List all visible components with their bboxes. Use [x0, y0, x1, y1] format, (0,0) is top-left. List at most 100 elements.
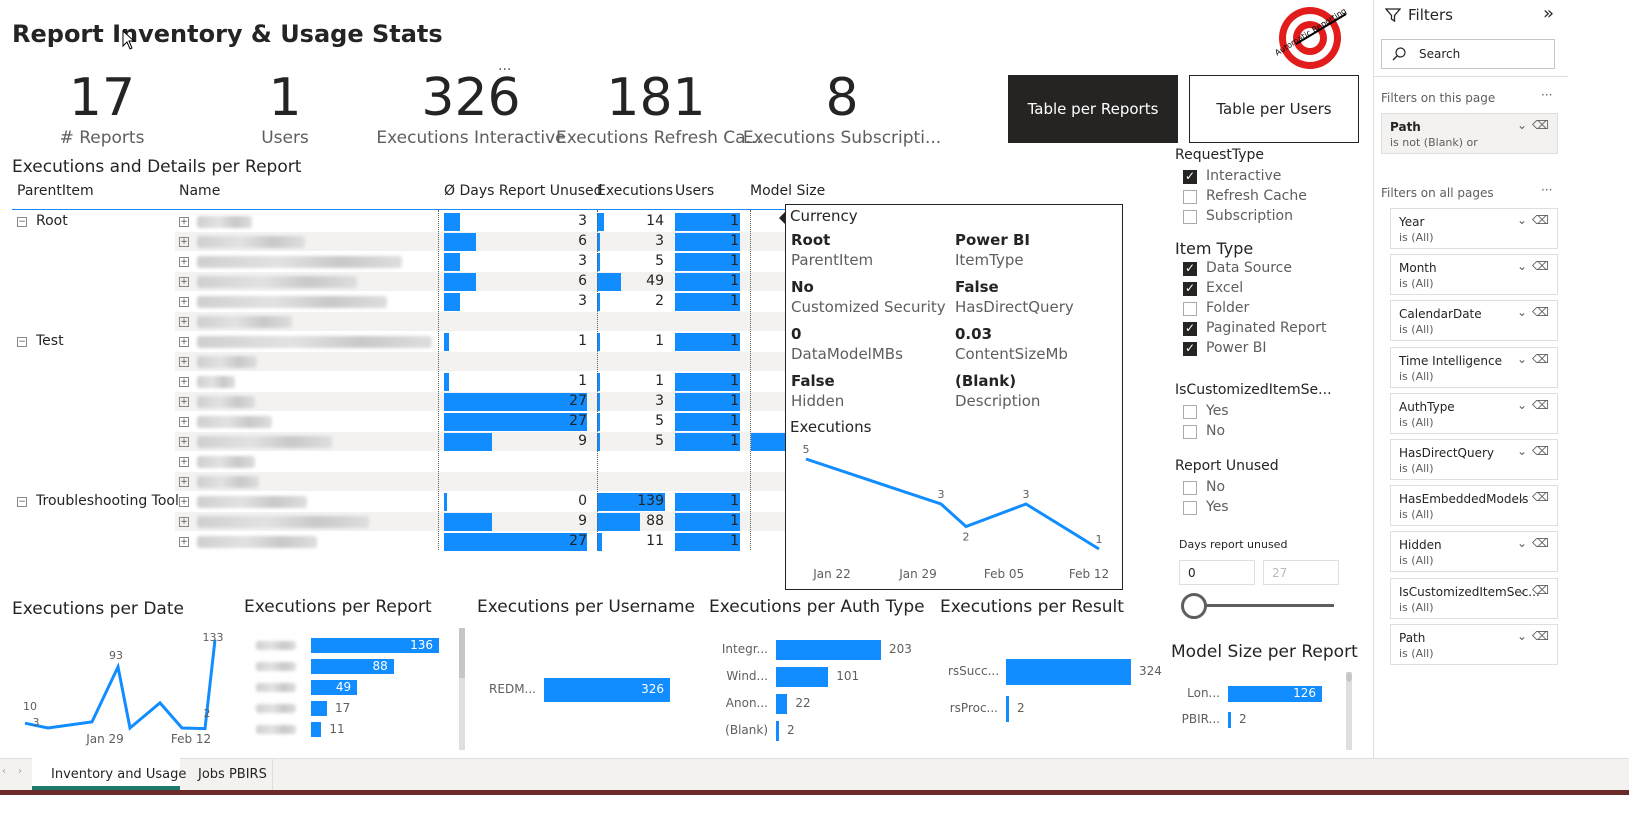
page-filter-card[interactable]: Path is not (Blank) or ⌄ ⌫ [1381, 113, 1558, 154]
tab-inventory[interactable] [32, 758, 180, 790]
checkbox[interactable] [1183, 210, 1197, 224]
tab-scroll-left-icon[interactable]: ‹ [2, 766, 6, 777]
days-min-input[interactable]: 0 [1179, 560, 1255, 585]
filter-card[interactable]: Hidden is (All) ⌄ ⌫ [1390, 531, 1558, 573]
slider-track[interactable] [1190, 604, 1334, 607]
col-users[interactable]: Users [675, 183, 715, 199]
filter-card[interactable]: HasDirectQuery is (All) ⌄ ⌫ [1390, 439, 1558, 480]
filter-card[interactable]: Month is (All) ⌄ ⌫ [1390, 254, 1558, 296]
table-per-reports-button[interactable]: Table per Reports [1008, 75, 1178, 143]
expand-icon[interactable]: + [179, 237, 189, 247]
chevron-down-icon[interactable]: ⌄ [1516, 490, 1527, 505]
eraser-icon[interactable]: ⌫ [1532, 118, 1549, 132]
report-chart-scrollbar[interactable] [459, 628, 465, 750]
days-max-input[interactable]: 27 [1263, 560, 1339, 585]
col-exec[interactable]: Executions [597, 183, 673, 199]
filter-card[interactable]: HasEmbeddedModels is (All) ⌄ ⌫ [1390, 485, 1558, 527]
model-chart-scrollbar[interactable] [1346, 672, 1352, 750]
expand-icon[interactable]: + [179, 377, 189, 387]
expand-icon[interactable]: + [179, 217, 189, 227]
eraser-icon[interactable]: ⌫ [1532, 397, 1549, 412]
all-filters-more-icon[interactable]: ··· [1541, 183, 1553, 197]
chevron-down-icon[interactable]: ⌄ [1516, 582, 1527, 597]
eraser-icon[interactable]: ⌫ [1532, 213, 1549, 227]
chevron-down-icon[interactable]: ⌄ [1516, 628, 1527, 643]
col-name[interactable]: Name [179, 183, 221, 199]
filter-card[interactable]: CalendarDate is (All) ⌄ ⌫ [1390, 300, 1558, 342]
filter-search-box[interactable]: Search [1381, 39, 1555, 69]
expand-icon[interactable]: + [179, 437, 189, 447]
date-data-label: 2 [204, 707, 211, 720]
checkbox[interactable] [1183, 501, 1197, 515]
eraser-icon[interactable]: ⌫ [1532, 490, 1549, 505]
collapse-icon[interactable]: − [17, 337, 27, 347]
filter-card[interactable]: Year is (All) ⌄ ⌫ [1390, 208, 1558, 249]
checkbox[interactable] [1183, 341, 1197, 356]
eraser-icon[interactable]: ⌫ [1532, 259, 1549, 274]
checkbox[interactable] [1183, 321, 1197, 336]
days-bar [444, 373, 450, 391]
report-name-blurred [197, 316, 292, 328]
tooltip-x-tick: Feb 12 [1069, 567, 1109, 581]
bar-value-label: 2 [1017, 701, 1025, 715]
expand-icon[interactable]: + [179, 457, 189, 467]
checkbox[interactable] [1183, 425, 1197, 439]
page-filters-more-icon[interactable]: ··· [1541, 88, 1553, 102]
chart-model-size-title: Model Size per Report [1171, 642, 1358, 662]
checkbox[interactable] [1183, 281, 1197, 296]
expand-icon[interactable]: + [179, 357, 189, 367]
slider-handle[interactable] [1181, 593, 1207, 619]
col-days[interactable]: Ø Days Report Unused [444, 183, 603, 199]
chevron-down-icon[interactable]: ⌄ [1516, 351, 1527, 366]
expand-icon[interactable]: + [179, 517, 189, 527]
collapse-icon[interactable]: − [17, 497, 27, 507]
eraser-icon[interactable]: ⌫ [1532, 351, 1549, 366]
expand-icon[interactable]: + [179, 497, 189, 507]
expand-icon[interactable]: + [179, 537, 189, 547]
filter-card[interactable]: Path is (All) ⌄ ⌫ [1390, 623, 1558, 665]
expand-icon[interactable]: + [179, 337, 189, 347]
chevron-down-icon[interactable]: ⌄ [1516, 305, 1527, 320]
chevron-down-icon[interactable]: ⌄ [1516, 444, 1527, 458]
checkbox[interactable] [1183, 302, 1197, 316]
filter-card[interactable]: AuthType is (All) ⌄ ⌫ [1390, 392, 1558, 434]
expand-icon[interactable]: + [179, 277, 189, 287]
report-name-blurred [197, 236, 305, 248]
checkbox[interactable] [1183, 481, 1197, 495]
tooltip-field-value: (Blank) [955, 372, 1017, 390]
filter-card[interactable]: IsCustomizedItemSec... is (All) ⌄ ⌫ [1390, 577, 1558, 619]
eraser-icon[interactable]: ⌫ [1532, 305, 1549, 320]
collapse-icon[interactable]: − [17, 217, 27, 227]
chevron-down-icon[interactable]: ⌄ [1516, 259, 1527, 274]
eraser-icon[interactable]: ⌫ [1532, 582, 1549, 597]
chevron-down-icon[interactable]: ⌄ [1516, 213, 1527, 227]
users-bar [675, 253, 740, 271]
tab-scroll-right-icon[interactable]: › [18, 766, 22, 777]
chevron-down-icon[interactable]: ⌄ [1516, 118, 1527, 132]
bar-value-label: 17 [335, 700, 351, 715]
table-per-users-button[interactable]: Table per Users [1189, 75, 1359, 143]
more-options-icon[interactable]: ··· [498, 62, 512, 78]
col-parent[interactable]: ParentItem [17, 183, 94, 199]
eraser-icon[interactable]: ⌫ [1532, 536, 1549, 551]
expand-icon[interactable]: + [179, 417, 189, 427]
chevron-down-icon[interactable]: ⌄ [1516, 536, 1527, 551]
exec-value: 139 [637, 493, 664, 509]
eraser-icon[interactable]: ⌫ [1532, 628, 1549, 643]
expand-icon[interactable]: + [179, 297, 189, 307]
checkbox[interactable] [1183, 169, 1197, 184]
eraser-icon[interactable]: ⌫ [1532, 444, 1549, 458]
checkbox[interactable] [1183, 261, 1197, 276]
expand-icon[interactable]: + [179, 397, 189, 407]
chevron-down-icon[interactable]: ⌄ [1516, 397, 1527, 412]
expand-icon[interactable]: + [179, 477, 189, 487]
expand-icon[interactable]: + [179, 317, 189, 327]
collapse-pane-icon[interactable]: » [1543, 3, 1555, 24]
tab-jobs[interactable] [180, 758, 273, 790]
expand-icon[interactable]: + [179, 257, 189, 267]
bar-mark [776, 640, 881, 660]
checkbox[interactable] [1183, 190, 1197, 204]
checkbox[interactable] [1183, 405, 1197, 419]
col-model[interactable]: Model Size [750, 183, 826, 199]
filter-card[interactable]: Time Intelligence is (All) ⌄ ⌫ [1390, 346, 1558, 388]
